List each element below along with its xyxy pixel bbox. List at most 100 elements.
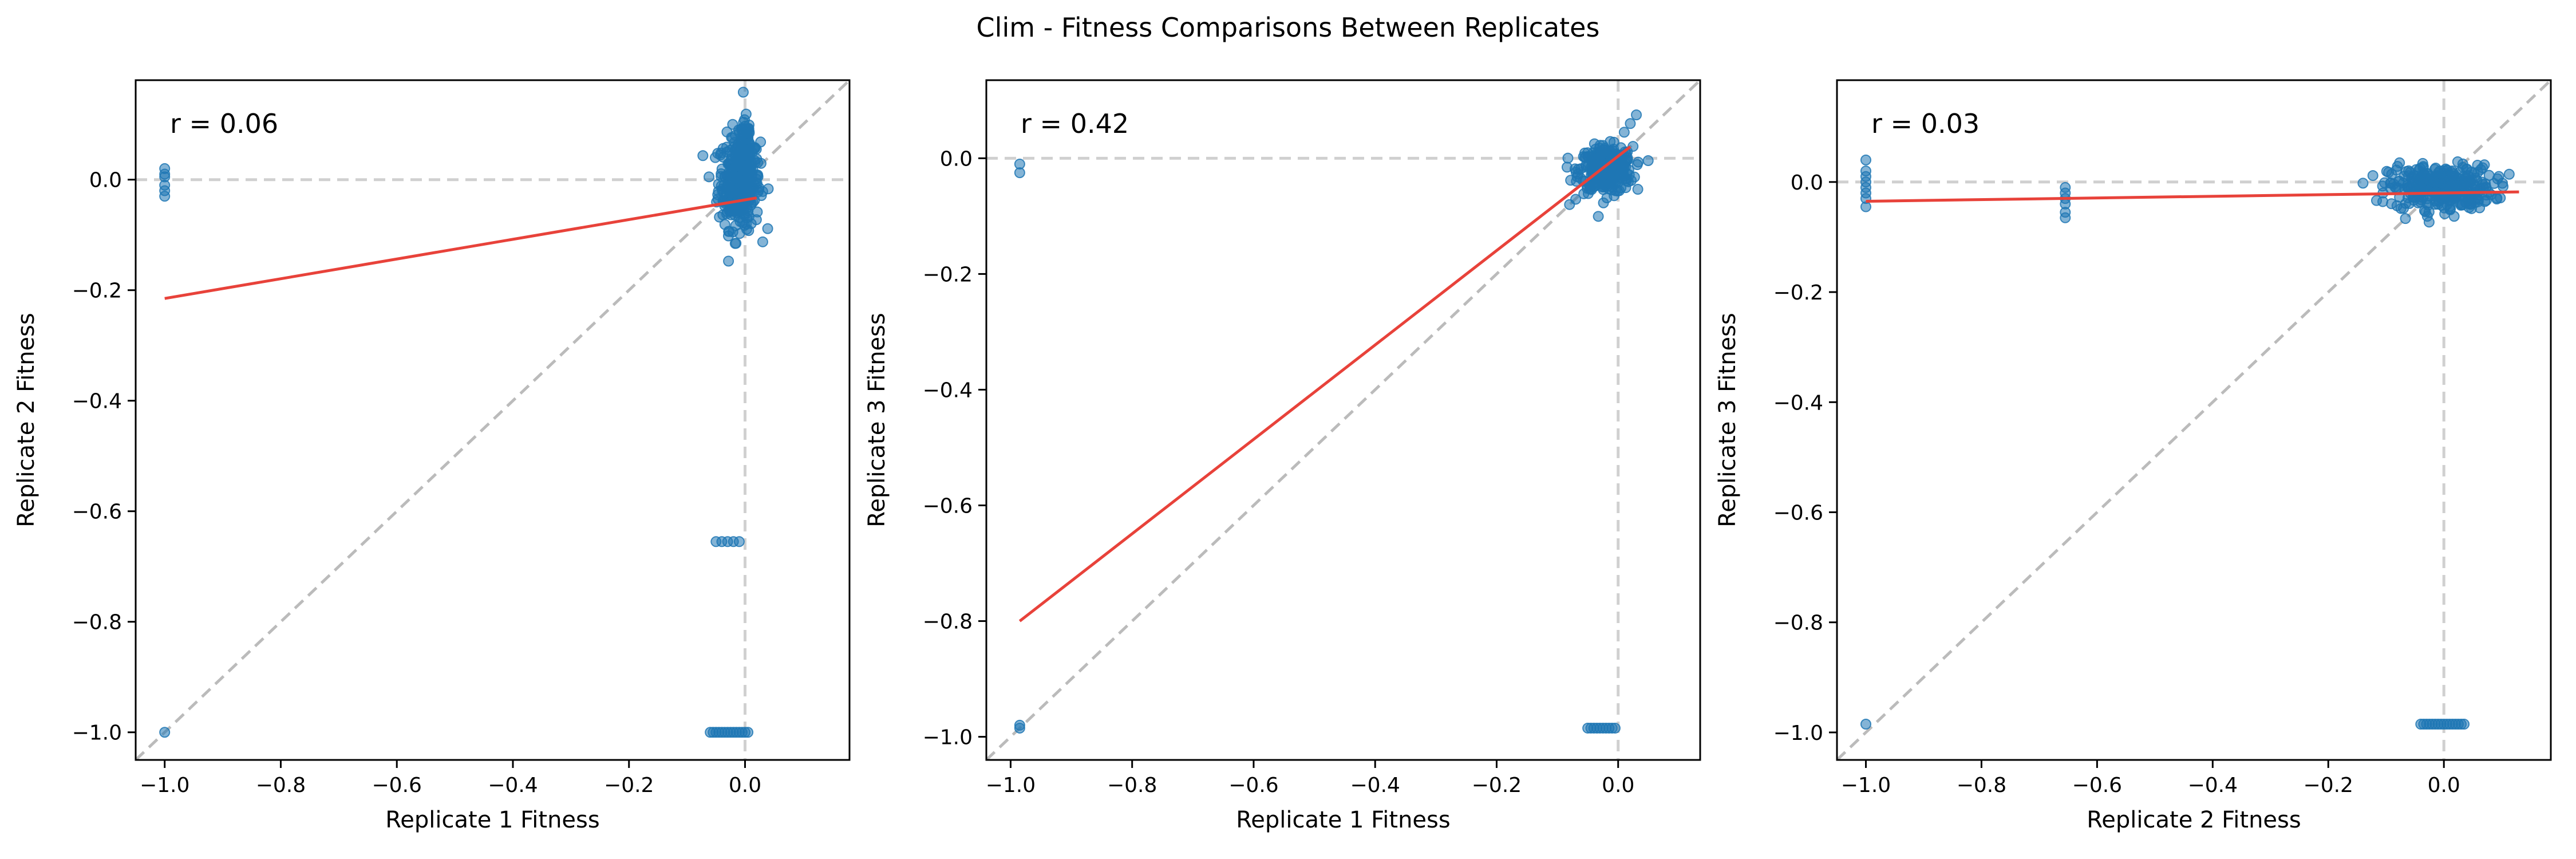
scatter-point bbox=[1860, 719, 1871, 730]
scatter-point bbox=[2421, 211, 2433, 222]
fit-line bbox=[1018, 145, 1631, 622]
scatter-point bbox=[723, 255, 734, 267]
scatter-point bbox=[1014, 167, 1025, 179]
axes-frame bbox=[1836, 79, 2552, 761]
x-tick-label: −0.4 bbox=[2188, 774, 2238, 797]
scatter-point bbox=[1609, 722, 1621, 734]
scatter-point bbox=[731, 171, 742, 183]
fit-line bbox=[1866, 190, 2519, 203]
scatter-point bbox=[755, 136, 767, 148]
scatter-point bbox=[2459, 719, 2470, 730]
scatter-point bbox=[2395, 203, 2407, 214]
x-tick-label: −1.0 bbox=[986, 774, 1036, 797]
scatter-point bbox=[752, 157, 764, 168]
scatter-point bbox=[762, 223, 773, 234]
y-axis-label: Replicate 2 Fitness bbox=[13, 313, 39, 527]
scatter-point bbox=[2416, 182, 2427, 194]
y-tick-label: 0.0 bbox=[89, 169, 122, 192]
scatter-point bbox=[1631, 159, 1643, 170]
plot-area bbox=[136, 80, 850, 760]
x-tick-label: −0.8 bbox=[1957, 774, 2006, 797]
scatter-point bbox=[762, 183, 774, 195]
scatter-point bbox=[743, 168, 754, 180]
y-tick-label: −1.0 bbox=[923, 726, 973, 750]
y-tick-label: −1.0 bbox=[72, 722, 122, 745]
plot-area bbox=[1837, 80, 2551, 760]
scatter-point bbox=[737, 86, 749, 98]
x-tick-label: −0.8 bbox=[1107, 774, 1157, 797]
scatter-point bbox=[2393, 182, 2404, 194]
scatter-point bbox=[2357, 178, 2369, 189]
x-tick-label: −0.6 bbox=[1228, 774, 1278, 797]
y-tick-label: −0.2 bbox=[72, 279, 122, 303]
scatter-point bbox=[1621, 175, 1632, 187]
y-tick-label: −0.2 bbox=[923, 263, 973, 286]
scatter-point bbox=[1562, 152, 1574, 164]
correlation-annotation: r = 0.42 bbox=[1021, 108, 1129, 139]
scatter-point bbox=[1631, 109, 1642, 121]
x-tick-label: −0.6 bbox=[372, 774, 422, 797]
scatter-point bbox=[734, 188, 745, 199]
scatter-point bbox=[1593, 211, 1604, 222]
scatter-point bbox=[1860, 201, 1871, 212]
y-axis-label: Replicate 3 Fitness bbox=[864, 313, 890, 527]
y-tick-label: −0.8 bbox=[72, 611, 122, 635]
scatter-point bbox=[704, 171, 715, 183]
x-tick-label: 0.0 bbox=[729, 774, 761, 797]
x-tick-label: −0.2 bbox=[2304, 774, 2353, 797]
scatter-point bbox=[2466, 166, 2477, 178]
panel-3: −1.0 −0.8 −0.6 −0.4 −0.2 0.0 −1.0 −0.8 −0.6 −0.4 −… bbox=[1714, 79, 2552, 833]
x-tick-label: 0.0 bbox=[1602, 774, 1634, 797]
scatter-point bbox=[719, 219, 730, 230]
y-tick-label: −0.4 bbox=[923, 379, 973, 402]
scatter-point bbox=[738, 144, 750, 155]
scatter-point bbox=[1625, 118, 1636, 129]
scatter-point bbox=[1642, 155, 1654, 167]
panel-1: −1.0 −0.8 −0.6 −0.4 −0.2 0.0 −1.0 −0.8 −0.6 −0.4 −… bbox=[13, 79, 851, 833]
y-tick-label: −0.8 bbox=[1773, 612, 1823, 635]
scatter-point bbox=[1598, 197, 1609, 208]
scatter-point bbox=[1594, 155, 1606, 167]
scatter-point bbox=[2480, 195, 2492, 206]
scatter-point bbox=[1618, 127, 1630, 138]
x-tick-label: −0.4 bbox=[488, 774, 538, 797]
scatter-point bbox=[2432, 167, 2444, 179]
x-tick-label: −0.8 bbox=[256, 774, 306, 797]
scatter-point bbox=[159, 727, 171, 738]
scatter-point bbox=[742, 727, 754, 738]
y-tick-label: 0.0 bbox=[1791, 171, 1823, 195]
scatter-point bbox=[1632, 184, 1643, 195]
scatter-point bbox=[1014, 722, 1025, 734]
scatter-point bbox=[1589, 138, 1600, 149]
fit-line bbox=[164, 196, 757, 300]
scatter-point bbox=[2404, 167, 2416, 178]
scatter-point bbox=[1608, 143, 1619, 155]
scatter-point bbox=[2475, 164, 2487, 175]
y-tick-label: −1.0 bbox=[1773, 722, 1823, 745]
scatter-point bbox=[1603, 177, 1615, 188]
scatter-point bbox=[739, 219, 750, 231]
x-axis-label: Replicate 1 Fitness bbox=[1236, 807, 1450, 833]
scatter-point bbox=[1591, 178, 1603, 189]
scatter-point bbox=[1860, 154, 1871, 166]
scatter-point bbox=[2412, 197, 2424, 208]
y-tick-label: 0.0 bbox=[940, 147, 973, 171]
y-tick-label: −0.4 bbox=[1773, 391, 1823, 415]
correlation-annotation: r = 0.06 bbox=[170, 108, 278, 139]
scatter-point bbox=[2060, 212, 2071, 223]
scatter-point bbox=[737, 129, 748, 140]
scatter-point bbox=[717, 183, 728, 195]
correlation-annotation: r = 0.03 bbox=[1871, 108, 1980, 139]
y-tick-label: −0.4 bbox=[72, 390, 122, 413]
scatter-point bbox=[2493, 171, 2504, 182]
scatter-point bbox=[2423, 168, 2434, 180]
scatter-point bbox=[1599, 143, 1610, 154]
scatter-point bbox=[757, 236, 768, 247]
scatter-point bbox=[1627, 141, 1639, 152]
y-axis-label: Replicate 3 Fitness bbox=[1714, 313, 1741, 527]
scatter-point bbox=[729, 238, 741, 249]
scatter-point bbox=[2423, 199, 2434, 211]
plot-area bbox=[986, 80, 1700, 760]
scatter-point bbox=[2465, 199, 2476, 210]
